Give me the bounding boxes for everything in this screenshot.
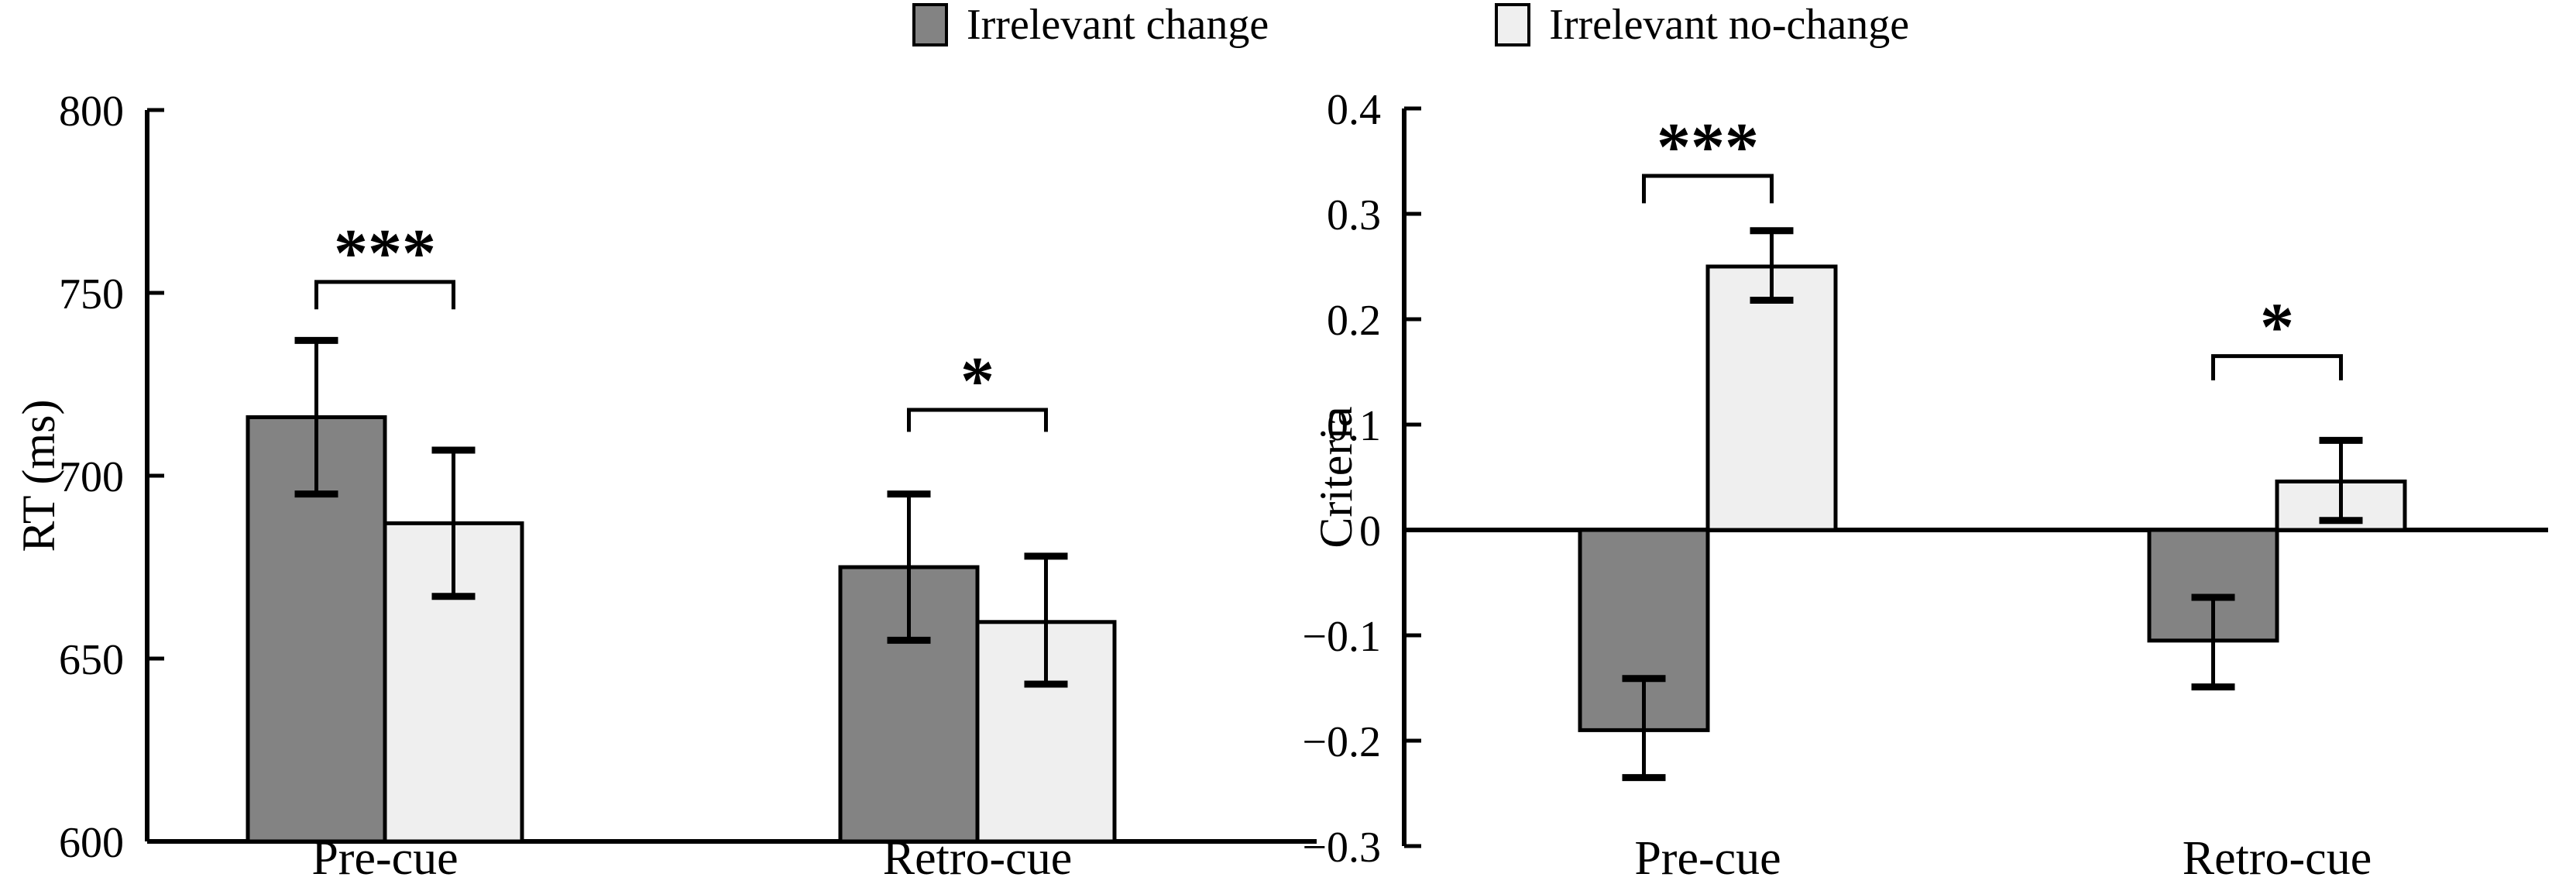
rt-y-axis-label: RT (ms): [13, 400, 64, 552]
rt-y-tick-label: 750: [59, 270, 124, 318]
criteria-y-tick-label: −0.1: [1302, 613, 1381, 661]
criteria-y-tick-label: 0.3: [1327, 191, 1381, 239]
criteria-sig-stars: *: [2260, 291, 2294, 366]
rt-sig-bracket: [907, 408, 1048, 432]
criteria-sig-bracket: [1642, 174, 1774, 204]
criteria-y-tick-label: 0.1: [1327, 402, 1381, 450]
criteria-y-axis-label: Criteria: [1310, 406, 1362, 548]
criteria-y-tick-label: 0.4: [1327, 86, 1381, 134]
legend-item-irrelevant-change: Irrelevant change: [912, 2, 1269, 48]
legend-item-irrelevant-no-change: Irrelevant no-change: [1495, 2, 1909, 48]
rt-y-tick-label: 700: [59, 453, 124, 501]
legend-label-irrelevant-no-change: Irrelevant no-change: [1549, 1, 1910, 49]
criteria-bar: [1705, 264, 1838, 532]
legend-label-irrelevant-change: Irrelevant change: [967, 1, 1269, 49]
rt-y-tick-label: 800: [59, 88, 124, 136]
criteria-y-tick-label: 0.2: [1327, 297, 1381, 345]
criteria-sig-bracket: [2211, 354, 2343, 380]
rt-y-tick-label: 650: [59, 636, 124, 684]
rt-category-label: Retro-cue: [883, 832, 1072, 885]
rt-category-label: Pre-cue: [311, 832, 458, 885]
legend: Irrelevant change Irrelevant no-change: [912, 2, 1909, 48]
rt-y-tick-label: 600: [59, 819, 124, 867]
criteria-y-tick-label: −0.3: [1302, 824, 1381, 872]
criteria-y-tick-label: −0.2: [1302, 718, 1381, 766]
criteria-category-label: Retro-cue: [2183, 832, 2372, 885]
legend-swatch-irrelevant-change-icon: [912, 3, 948, 46]
criteria-y-tick-label: 0: [1359, 507, 1381, 556]
rt-sig-stars: ***: [334, 216, 436, 291]
rt-sig-bracket: [314, 280, 455, 310]
rt-sig-stars: *: [960, 344, 994, 419]
criteria-sig-stars: ***: [1657, 110, 1759, 185]
criteria-category-label: Pre-cue: [1634, 832, 1781, 885]
legend-swatch-irrelevant-no-change-icon: [1495, 3, 1531, 46]
